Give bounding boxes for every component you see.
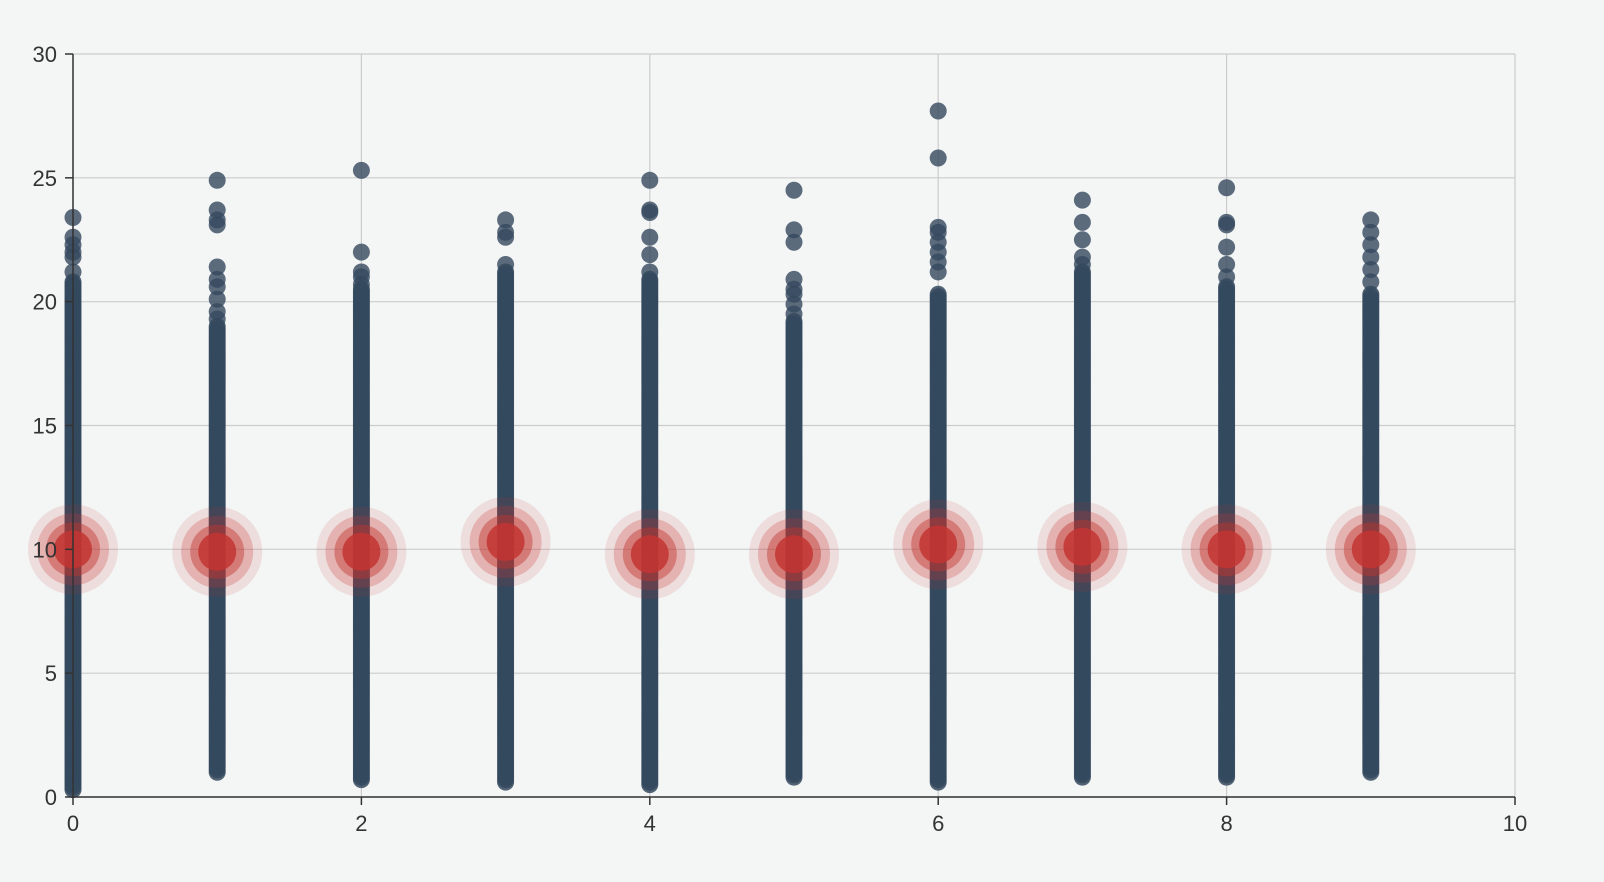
data-point [785, 221, 803, 239]
data-point [208, 258, 226, 276]
x-tick-label: 0 [67, 811, 79, 836]
y-tick-label: 15 [33, 414, 57, 439]
data-point [1218, 268, 1236, 286]
center-ring [1207, 530, 1246, 569]
y-tick-label: 20 [33, 290, 57, 315]
center-ring [198, 532, 237, 571]
center-series [28, 496, 1416, 600]
point-column [785, 181, 803, 786]
y-tick-label: 5 [45, 661, 57, 686]
data-point [929, 149, 947, 167]
center-marker [893, 499, 984, 590]
data-point [208, 303, 226, 321]
data-point [1218, 256, 1236, 274]
center-ring [1351, 530, 1390, 569]
data-point [1362, 211, 1380, 229]
data-point [785, 270, 803, 288]
center-marker [1325, 504, 1416, 595]
data-point [208, 270, 226, 288]
data-point [208, 290, 226, 308]
point-column [1073, 191, 1091, 786]
data-point [1362, 285, 1380, 303]
data-point [785, 233, 803, 251]
x-tick-label: 4 [644, 811, 656, 836]
y-tick-label: 25 [33, 166, 57, 191]
data-point [641, 228, 659, 246]
point-column [641, 171, 659, 794]
data-point [1073, 213, 1091, 231]
center-marker [460, 496, 551, 587]
data-point [352, 263, 370, 281]
data-point [1218, 179, 1236, 197]
center-marker [172, 506, 263, 597]
data-point [929, 218, 947, 236]
data-point [1362, 273, 1380, 291]
data-point [1362, 223, 1380, 241]
point-column [1218, 179, 1236, 786]
x-tick-label: 6 [932, 811, 944, 836]
point-column [1362, 211, 1380, 781]
data-point [641, 246, 659, 264]
center-marker [316, 506, 407, 597]
center-marker [1181, 504, 1272, 595]
y-tick-label: 30 [33, 42, 57, 67]
data-point [352, 161, 370, 179]
center-ring [342, 532, 381, 571]
data-point [1218, 238, 1236, 256]
point-series [64, 102, 1380, 799]
x-tick-label: 8 [1220, 811, 1232, 836]
x-tick-label: 2 [355, 811, 367, 836]
data-point [785, 181, 803, 199]
data-point [929, 102, 947, 120]
center-marker [1037, 501, 1128, 592]
data-point [497, 223, 515, 241]
point-column [352, 161, 370, 789]
y-tick-label: 0 [45, 785, 57, 810]
x-tick-label: 10 [1503, 811, 1527, 836]
data-point [641, 201, 659, 219]
center-marker [604, 509, 695, 600]
center-marker [749, 509, 839, 600]
center-ring [919, 525, 958, 564]
data-point [1073, 191, 1091, 209]
data-point [497, 211, 515, 229]
center-ring [486, 522, 525, 561]
point-column [208, 171, 226, 781]
data-point [352, 243, 370, 261]
data-point [1362, 248, 1380, 266]
data-point [1073, 248, 1091, 266]
data-point [1362, 236, 1380, 254]
data-point [1218, 213, 1236, 231]
data-point [1362, 260, 1380, 278]
center-ring [775, 535, 813, 574]
data-point [929, 285, 947, 303]
center-ring [630, 535, 669, 574]
data-point [497, 256, 515, 274]
data-point [208, 201, 226, 219]
data-point [641, 171, 659, 189]
center-ring [1063, 527, 1102, 566]
data-point [641, 263, 659, 281]
axes: 0 5 10 15 20 25 30 0 2 4 6 8 10 [33, 42, 1528, 836]
y-tick-label: 10 [33, 537, 57, 562]
data-point [208, 171, 226, 189]
data-point [1073, 231, 1091, 249]
